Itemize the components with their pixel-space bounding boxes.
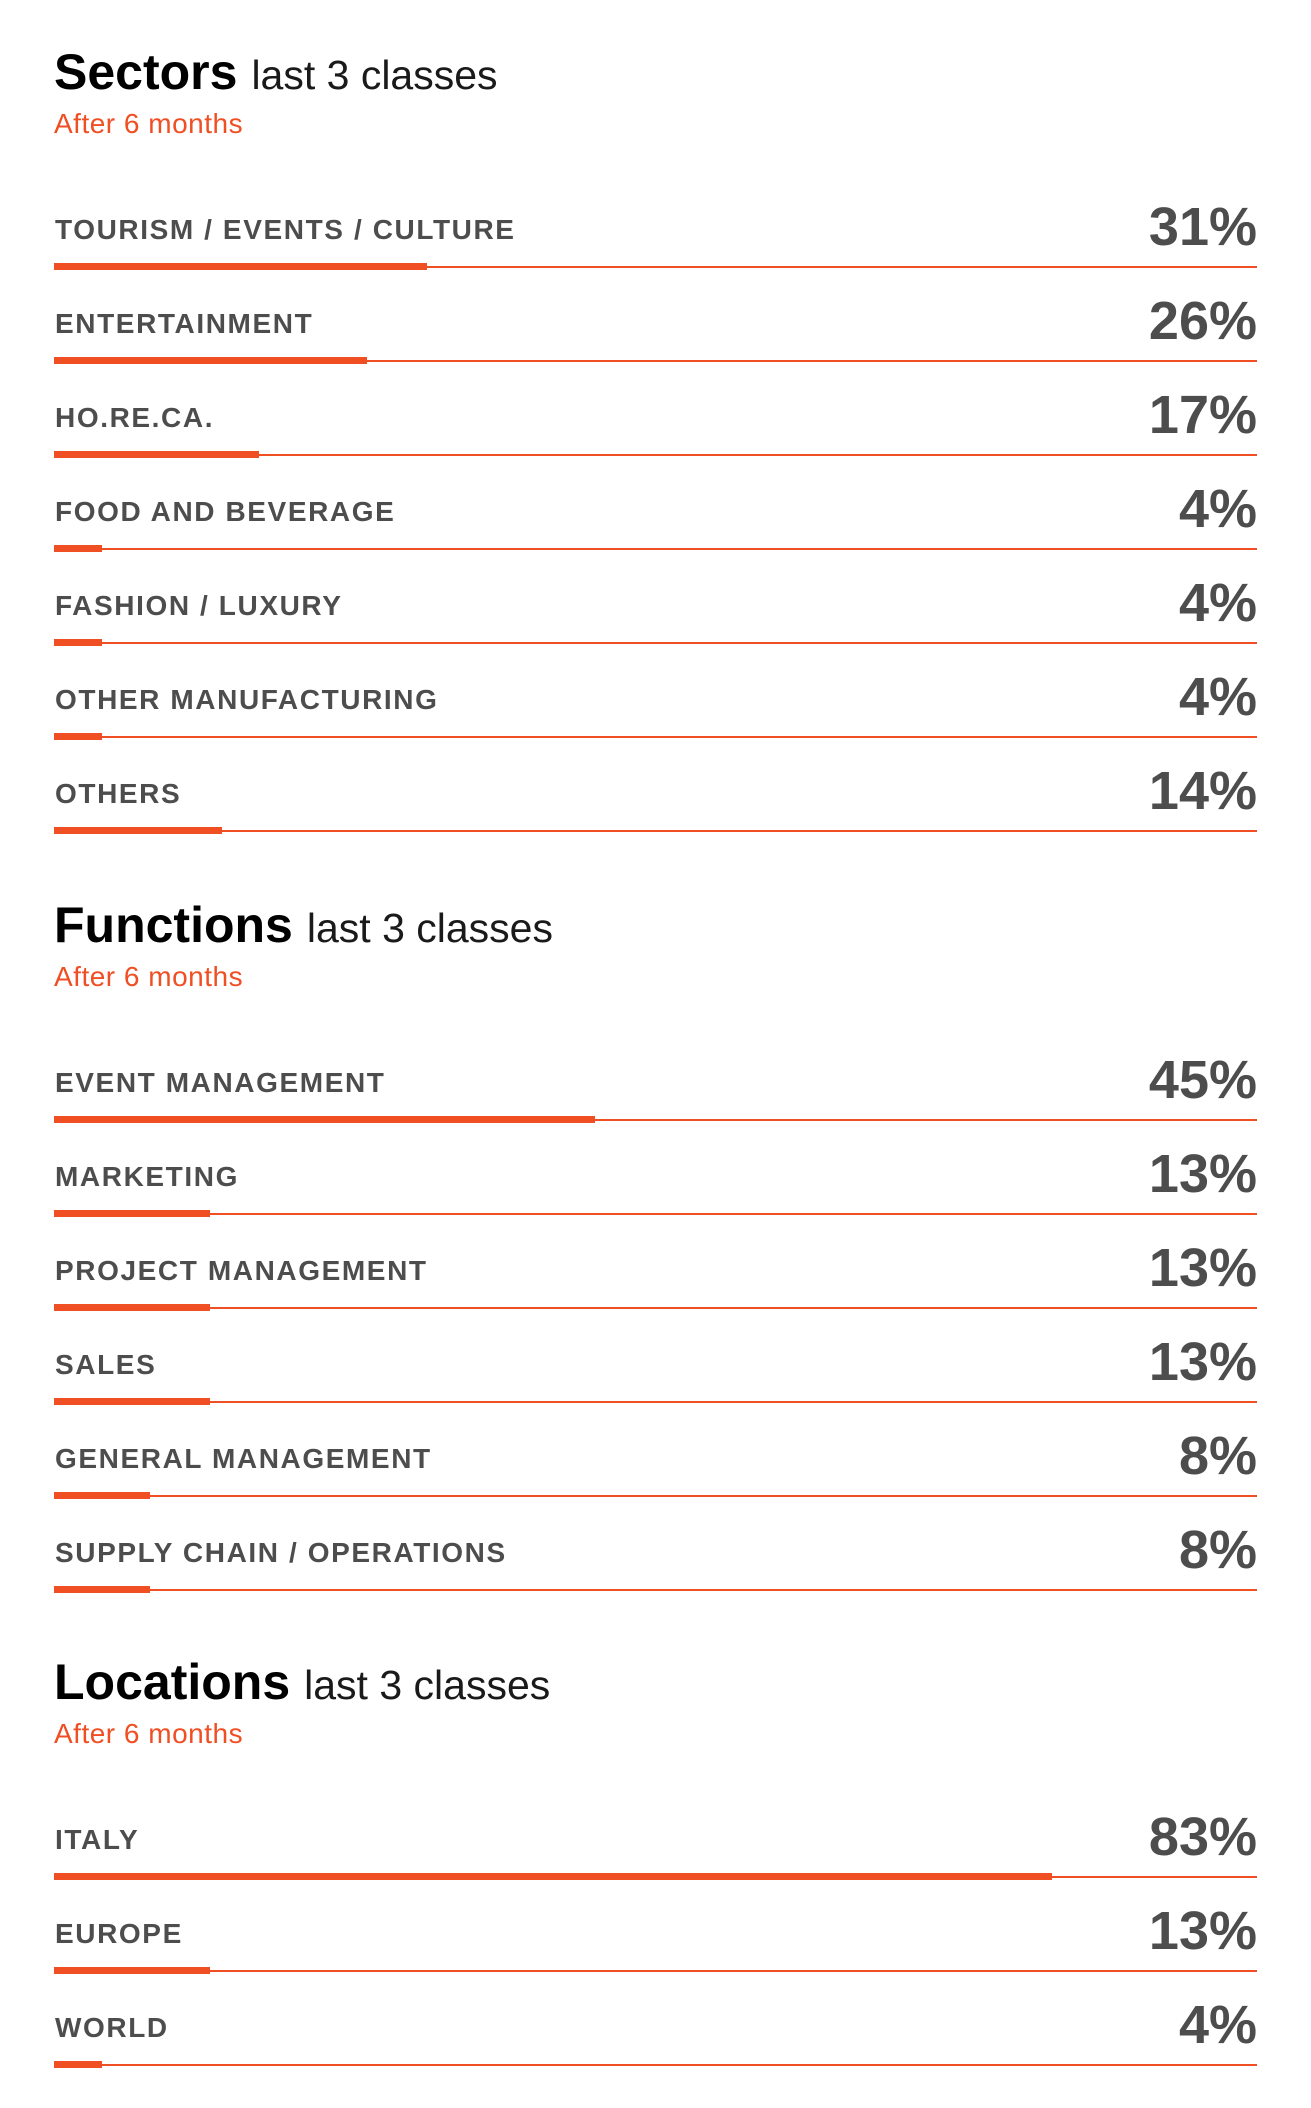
bar-value-label: 4% bbox=[1178, 1995, 1257, 2055]
bar-track bbox=[54, 2064, 1257, 2066]
bar-value-label: 4% bbox=[1178, 667, 1257, 727]
section-title: Functions last 3 classes bbox=[54, 895, 1257, 955]
bar-fill bbox=[54, 1116, 596, 1123]
bar-fill bbox=[54, 1967, 211, 1974]
bar-label: ENTERTAINMENT bbox=[55, 308, 314, 339]
section-title: Locations last 3 classes bbox=[54, 1652, 1257, 1712]
bar-value-label: 14% bbox=[1148, 761, 1257, 821]
bar-track bbox=[54, 1495, 1257, 1497]
functions-section: Functions last 3 classes After 6 months E… bbox=[54, 895, 1257, 1593]
section-title-main: Locations bbox=[54, 1654, 291, 1710]
bar-track bbox=[54, 548, 1257, 550]
bar-label: FOOD AND BEVERAGE bbox=[55, 496, 396, 527]
bar-label: WORLD bbox=[55, 2012, 169, 2043]
section-subtitle: After 6 months bbox=[54, 108, 244, 139]
bar-row: OTHERS 14% bbox=[54, 738, 1257, 834]
bar-row: ENTERTAINMENT 26% bbox=[54, 268, 1257, 364]
bar-track bbox=[54, 360, 1257, 362]
section-title-suffix: last 3 classes bbox=[306, 905, 553, 951]
section-subtitle: After 6 months bbox=[54, 961, 244, 992]
section-title: Sectors last 3 classes bbox=[54, 42, 1257, 102]
bar-row: GENERAL MANAGEMENT 8% bbox=[54, 1403, 1257, 1499]
bar-value-label: 45% bbox=[1148, 1050, 1257, 1110]
bar-fill bbox=[54, 263, 427, 270]
bar-row: WORLD 4% bbox=[54, 1972, 1257, 2068]
bar-row: TOURISM / EVENTS / CULTURE 31% bbox=[54, 174, 1257, 270]
bar-label: HO.RE.CA. bbox=[55, 402, 215, 433]
bar-label: EUROPE bbox=[55, 1918, 183, 1949]
locations-section: Locations last 3 classes After 6 months I… bbox=[54, 1652, 1257, 2068]
section-subtitle: After 6 months bbox=[54, 1718, 244, 1749]
bar-value-label: 26% bbox=[1148, 291, 1257, 351]
bar-value-label: 4% bbox=[1178, 573, 1257, 633]
bar-label: OTHERS bbox=[55, 778, 182, 809]
bar-track bbox=[54, 266, 1257, 268]
bar-value-label: 8% bbox=[1178, 1426, 1257, 1486]
bar-value-label: 13% bbox=[1148, 1901, 1257, 1961]
bar-row: PROJECT MANAGEMENT 13% bbox=[54, 1215, 1257, 1311]
bar-track bbox=[54, 830, 1257, 832]
bar-label: ITALY bbox=[55, 1824, 140, 1855]
section-title-suffix: last 3 classes bbox=[251, 52, 498, 98]
section-title-suffix: last 3 classes bbox=[304, 1662, 551, 1708]
bar-value-label: 13% bbox=[1148, 1332, 1257, 1392]
bar-row: HO.RE.CA. 17% bbox=[54, 362, 1257, 458]
bar-label: FASHION / LUXURY bbox=[55, 590, 343, 621]
bar-value-label: 4% bbox=[1178, 479, 1257, 539]
bar-track bbox=[54, 1307, 1257, 1309]
bar-fill bbox=[54, 1586, 151, 1593]
bar-label: SUPPLY CHAIN / OPERATIONS bbox=[55, 1537, 507, 1568]
bar-value-label: 13% bbox=[1148, 1238, 1257, 1298]
bar-row: FASHION / LUXURY 4% bbox=[54, 550, 1257, 646]
bar-fill bbox=[54, 1492, 151, 1499]
bar-track bbox=[54, 1401, 1257, 1403]
bar-row: OTHER MANUFACTURING 4% bbox=[54, 644, 1257, 740]
bar-row: MARKETING 13% bbox=[54, 1121, 1257, 1217]
bar-row: SALES 13% bbox=[54, 1309, 1257, 1405]
bar-label: PROJECT MANAGEMENT bbox=[55, 1255, 428, 1286]
bar-list: EVENT MANAGEMENT 45% MARKETING 13% PROJECT M… bbox=[54, 1027, 1257, 1593]
bar-track bbox=[54, 1589, 1257, 1591]
bar-fill bbox=[54, 1398, 211, 1405]
bar-row: FOOD AND BEVERAGE 4% bbox=[54, 456, 1257, 552]
bar-label: SALES bbox=[55, 1349, 157, 1380]
bar-track bbox=[54, 1119, 1257, 1121]
section-title-main: Functions bbox=[54, 897, 293, 953]
bar-fill bbox=[54, 1210, 211, 1217]
bar-track bbox=[54, 736, 1257, 738]
bar-label: MARKETING bbox=[55, 1161, 239, 1192]
bar-track bbox=[54, 1213, 1257, 1215]
bar-fill bbox=[54, 1304, 211, 1311]
bar-value-label: 17% bbox=[1148, 385, 1257, 445]
section-title-main: Sectors bbox=[54, 44, 238, 100]
bar-value-label: 13% bbox=[1148, 1144, 1257, 1204]
bar-value-label: 31% bbox=[1148, 197, 1257, 257]
bar-track bbox=[54, 1970, 1257, 1972]
bar-list: TOURISM / EVENTS / CULTURE 31% ENTERTAINME… bbox=[54, 174, 1257, 834]
bar-label: OTHER MANUFACTURING bbox=[55, 684, 439, 715]
bar-value-label: 83% bbox=[1148, 1807, 1257, 1867]
bar-value-label: 8% bbox=[1178, 1520, 1257, 1580]
bar-label: GENERAL MANAGEMENT bbox=[55, 1443, 432, 1474]
bar-row: EVENT MANAGEMENT 45% bbox=[54, 1027, 1257, 1123]
bar-fill bbox=[54, 545, 103, 552]
bar-fill bbox=[54, 827, 223, 834]
bar-label: TOURISM / EVENTS / CULTURE bbox=[55, 214, 516, 245]
bar-track bbox=[54, 454, 1257, 456]
bar-fill bbox=[54, 451, 259, 458]
bar-fill bbox=[54, 639, 103, 646]
bar-label: EVENT MANAGEMENT bbox=[55, 1067, 386, 1098]
bar-fill bbox=[54, 733, 103, 740]
bar-row: ITALY 83% bbox=[54, 1784, 1257, 1880]
bar-row: EUROPE 13% bbox=[54, 1878, 1257, 1974]
bar-fill bbox=[54, 357, 367, 364]
bar-list: ITALY 83% EUROPE 13% WORLD 4% bbox=[54, 1784, 1257, 2068]
bar-fill bbox=[54, 1873, 1053, 1880]
bar-row: SUPPLY CHAIN / OPERATIONS 8% bbox=[54, 1497, 1257, 1593]
bar-track bbox=[54, 642, 1257, 644]
sectors-section: Sectors last 3 classes After 6 months TOU… bbox=[54, 42, 1257, 834]
bar-fill bbox=[54, 2061, 103, 2068]
